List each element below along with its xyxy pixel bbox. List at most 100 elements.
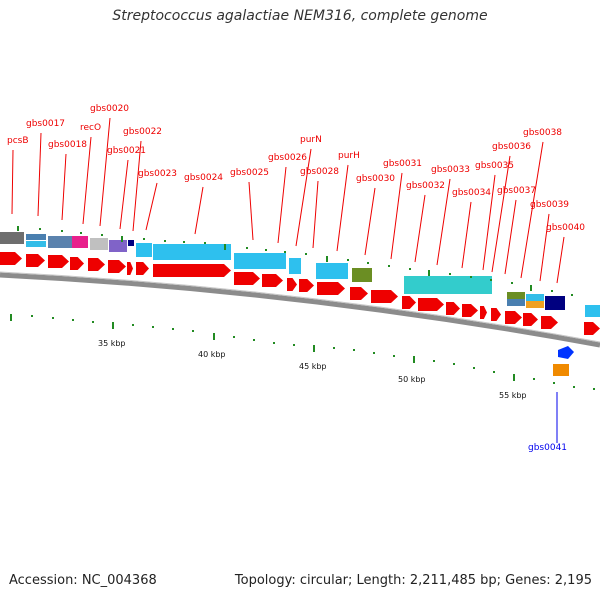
- feature-box: [289, 258, 301, 274]
- scale-tick: [413, 356, 415, 363]
- gene-arrow: [262, 274, 283, 287]
- kbp-label: 35 kbp: [98, 339, 126, 348]
- gene-leader-line: [145, 182, 158, 231]
- gene-label: gbs0033: [431, 165, 470, 175]
- gene-arrow: [127, 262, 133, 275]
- tick-mark: [61, 230, 63, 232]
- kbp-label: 50 kbp: [398, 375, 426, 384]
- tick-mark: [530, 285, 532, 291]
- tick-mark: [39, 228, 41, 230]
- kbp-label: 40 kbp: [198, 350, 226, 359]
- gene-labels: pcsB gbs0017 gbs0018 recO gbs0020 gbs0021 gbs0…: [7, 104, 585, 453]
- scale-tick: [52, 317, 54, 319]
- feature-box: [136, 243, 152, 257]
- gene-arrow: [287, 278, 297, 291]
- gene-leader-line: [504, 199, 517, 275]
- accession-text: Accession: NC_004368: [9, 573, 157, 588]
- gene-leader-line: [248, 181, 254, 241]
- tick-mark: [121, 236, 123, 242]
- map-title: Streptococcus agalactiae NEM316, complet…: [112, 8, 488, 24]
- gene-arrow: [317, 282, 345, 295]
- gene-leader-line: [132, 140, 142, 232]
- gene-arrow: [418, 298, 444, 311]
- tick-mark: [265, 249, 267, 251]
- gene-leader-line: [119, 159, 129, 230]
- feature-box: [404, 276, 492, 294]
- gene-leader-line: [482, 174, 496, 271]
- gene-arrow: [462, 304, 478, 317]
- scale-tick: [453, 363, 455, 365]
- gene-leader-line: [390, 172, 403, 260]
- scale-tick: [333, 347, 335, 349]
- scale-tick: [112, 322, 114, 329]
- tick-mark: [246, 247, 248, 249]
- feature-box: [507, 299, 525, 306]
- gene-arrow: [108, 260, 126, 273]
- gene-label: gbs0035: [475, 161, 514, 171]
- tick-mark: [326, 256, 328, 262]
- feature-box: [585, 305, 600, 317]
- gene-arrow: [523, 313, 538, 326]
- gene-leader-line: [82, 136, 92, 225]
- gene-label: gbs0022: [123, 127, 162, 137]
- gene-label: gbs0017: [26, 119, 65, 129]
- scale-tick: [132, 324, 134, 326]
- gene-arrow: [505, 311, 522, 324]
- tick-mark: [224, 244, 226, 250]
- gene-leader-line: [295, 148, 312, 247]
- scale-tick: [433, 360, 435, 362]
- gene-leader-line: [364, 187, 376, 256]
- scale-tick: [313, 345, 315, 352]
- scale-tick: [273, 342, 275, 344]
- gene-label: purH: [338, 151, 360, 161]
- gene-arrow: [480, 306, 487, 319]
- gene-label: gbs0032: [406, 181, 445, 191]
- feature-box: [545, 296, 565, 310]
- gene-label: gbs0028: [300, 167, 339, 177]
- feature-box: [352, 268, 372, 282]
- scale-tick: [213, 333, 215, 340]
- gene-label: gbs0024: [184, 173, 223, 183]
- tick-mark: [428, 270, 430, 276]
- gene-label: recO: [80, 123, 101, 133]
- scale-tick: [293, 344, 295, 346]
- gene-label: gbs0018: [48, 140, 87, 150]
- gene-leader-line: [539, 213, 550, 282]
- tick-mark: [143, 238, 145, 240]
- scale-tick: [31, 315, 33, 317]
- gene-label: gbs0025: [230, 168, 269, 178]
- gene-arrow: [541, 316, 558, 329]
- scale-tick: [152, 326, 154, 328]
- gene-leader-line: [436, 178, 451, 266]
- scale-tick: [553, 382, 555, 384]
- gene-arrow: [491, 308, 501, 321]
- feature-box: [48, 236, 72, 248]
- tick-mark: [490, 279, 492, 281]
- gbs0041-arrow: [558, 346, 574, 359]
- gene-label: gbs0021: [107, 146, 146, 156]
- gene-label: gbs0040: [546, 223, 585, 233]
- feature-box: [128, 240, 134, 246]
- gene-label: gbs0030: [356, 174, 395, 184]
- gene-leader-line: [520, 141, 544, 279]
- feature-box: [526, 301, 544, 308]
- gene-arrow: [88, 258, 105, 271]
- gene-leader-line: [414, 194, 426, 263]
- gene-arrow: [136, 262, 149, 275]
- gene-leader-line: [11, 149, 14, 215]
- feature-box: [234, 253, 286, 269]
- tick-mark: [551, 290, 553, 292]
- gene-label: gbs0031: [383, 159, 422, 169]
- tick-mark: [367, 262, 369, 264]
- tick-mark: [388, 265, 390, 267]
- scale-tick: [253, 339, 255, 341]
- gene-label: purN: [300, 135, 322, 145]
- tick-mark: [347, 259, 349, 261]
- scale-tick: [172, 328, 174, 330]
- tick-mark: [470, 276, 472, 278]
- gene-leader-line: [556, 236, 565, 284]
- gene-leader-line: [99, 117, 111, 227]
- gene-leader-line: [61, 153, 67, 221]
- feature-box: [26, 234, 46, 240]
